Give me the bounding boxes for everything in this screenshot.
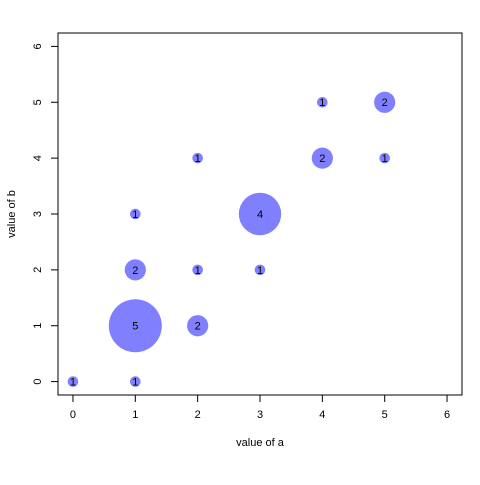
bubble-label: 1 bbox=[195, 265, 201, 277]
x-tick-label: 6 bbox=[444, 409, 450, 421]
bubble bbox=[379, 152, 390, 164]
bubble bbox=[317, 96, 328, 108]
bubble-label: 1 bbox=[382, 153, 388, 165]
y-tick-label: 5 bbox=[32, 99, 44, 105]
bubble bbox=[254, 264, 266, 276]
bubble-label: 1 bbox=[319, 97, 325, 109]
bubble-label: 2 bbox=[132, 265, 138, 277]
y-tick-label: 1 bbox=[32, 323, 44, 329]
y-tick-label: 6 bbox=[32, 43, 44, 49]
x-tick-label: 4 bbox=[319, 409, 325, 421]
y-tick-label: 3 bbox=[32, 211, 44, 217]
bubble-label: 2 bbox=[195, 321, 201, 333]
y-tick-label: 2 bbox=[32, 267, 44, 273]
bubble-label: 1 bbox=[132, 209, 138, 221]
x-axis-label: value of a bbox=[236, 437, 285, 449]
y-axis-label: value of b bbox=[6, 190, 18, 238]
bubble bbox=[374, 91, 396, 113]
bubble-label: 1 bbox=[195, 153, 201, 165]
bubble-label: 4 bbox=[257, 209, 263, 221]
bubble-label: 5 bbox=[132, 321, 138, 333]
bubble bbox=[311, 147, 333, 169]
y-tick-label: 4 bbox=[32, 155, 44, 161]
x-tick-label: 1 bbox=[132, 409, 138, 421]
bubble bbox=[192, 264, 203, 276]
bubble bbox=[124, 259, 146, 281]
x-tick-label: 5 bbox=[382, 409, 388, 421]
bubble-label: 1 bbox=[70, 376, 76, 388]
bubble bbox=[192, 152, 203, 164]
x-tick-label: 0 bbox=[70, 409, 76, 421]
bubble bbox=[108, 299, 162, 353]
bubble bbox=[67, 376, 79, 387]
x-tick-label: 3 bbox=[257, 409, 263, 421]
bubble-label: 1 bbox=[257, 265, 263, 277]
bubble-label: 2 bbox=[319, 153, 325, 165]
bubble bbox=[238, 192, 282, 236]
y-tick-label: 0 bbox=[32, 379, 44, 385]
bubble-label: 1 bbox=[132, 376, 138, 388]
bubble bbox=[187, 315, 209, 337]
bubble bbox=[130, 376, 141, 387]
bubble bbox=[130, 208, 141, 220]
bubble-label: 2 bbox=[382, 97, 388, 109]
x-tick-label: 2 bbox=[195, 409, 201, 421]
